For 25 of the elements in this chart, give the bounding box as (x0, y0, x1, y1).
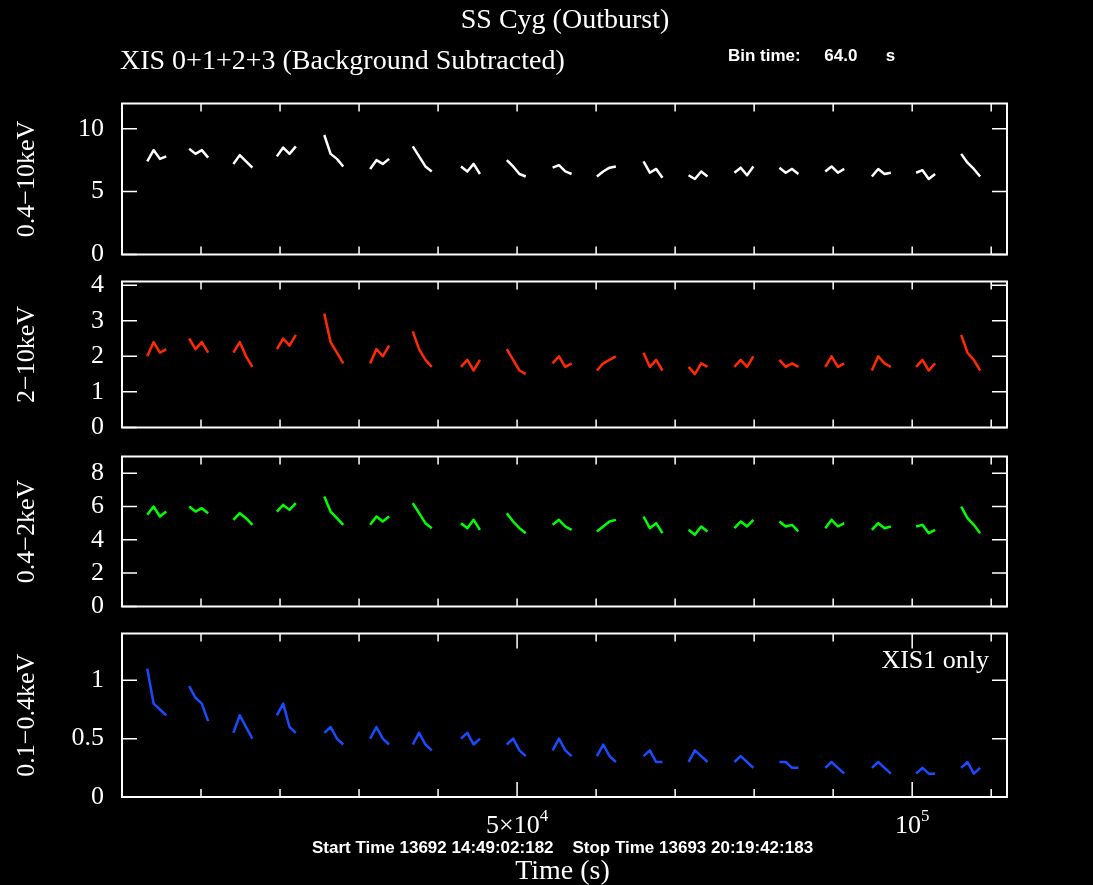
y-tick-label: 8 (91, 457, 104, 487)
y-axis-title: 0.4−10keV (11, 120, 41, 238)
y-tick-label: 3 (91, 304, 104, 334)
y-tick-label: 1 (91, 664, 104, 694)
y-axis-title: 2−10keV (11, 305, 41, 403)
chart-title: SS Cyg (Outburst) (459, 3, 671, 35)
y-axis-title: 0.1−0.4keV (11, 653, 41, 777)
y-axis-title: 0.4−2keV (11, 479, 41, 584)
y-tick-label: 0 (91, 780, 104, 810)
y-tick-label: 1 (91, 375, 104, 405)
y-tick-label: 2 (91, 340, 104, 370)
chart-subtitle: XIS 0+1+2+3 (Background Subtracted) (120, 44, 565, 76)
y-tick-label: 6 (91, 490, 104, 520)
y-tick-label: 0.5 (71, 722, 104, 752)
y-tick-label: 0 (91, 411, 104, 441)
y-tick-label: 5 (91, 175, 104, 205)
y-tick-label: 0 (91, 590, 104, 620)
y-tick-label: 4 (91, 268, 104, 298)
y-tick-label: 2 (91, 556, 104, 586)
text: Bin time: 64.0 s (728, 46, 896, 66)
text: Start Time 13692 14:49:02:182 Stop Time 13693 20:19:42:183 (311, 838, 814, 857)
y-tick-label: 0 (91, 238, 104, 268)
y-tick-label: 4 (91, 523, 104, 553)
annotation: XIS1 only (881, 644, 989, 674)
y-tick-label: 10 (78, 112, 104, 142)
